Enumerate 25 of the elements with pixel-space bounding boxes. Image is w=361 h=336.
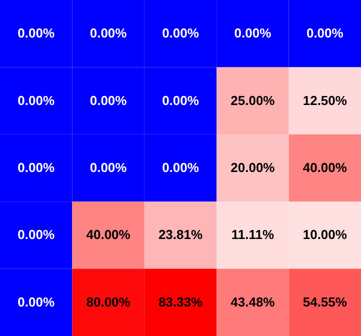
data-label: 0.00% [18, 160, 55, 175]
data-label: 20.00% [230, 160, 276, 175]
data-label: 0.00% [18, 92, 55, 108]
data-label: 0.00% [162, 92, 200, 108]
data-label: 0.00% [90, 92, 128, 108]
data-label: 43.48% [230, 294, 276, 310]
data-label: 11.11% [231, 227, 274, 242]
data-label: 80.00% [86, 294, 131, 310]
data-label: 0.00% [162, 26, 200, 41]
data-label: 40.00% [86, 227, 131, 242]
data-label: 83.33% [158, 294, 203, 310]
data-label: 0.00% [18, 227, 55, 242]
data-label: 0.00% [162, 160, 200, 175]
data-label: 0.00% [90, 26, 128, 41]
data-label: 25.00% [230, 92, 276, 108]
data-label: 12.50% [302, 92, 348, 108]
data-label: 0.00% [18, 294, 55, 310]
data-label: 0.00% [234, 26, 272, 41]
data-label: 54.55% [302, 294, 348, 310]
data-label: 0.00% [306, 26, 344, 41]
data-label: 0.00% [90, 160, 128, 175]
data-label: 0.00% [18, 26, 55, 41]
data-label: 10.00% [302, 227, 348, 242]
data-label: 40.00% [302, 160, 348, 175]
data-label: 23.81% [158, 227, 203, 242]
